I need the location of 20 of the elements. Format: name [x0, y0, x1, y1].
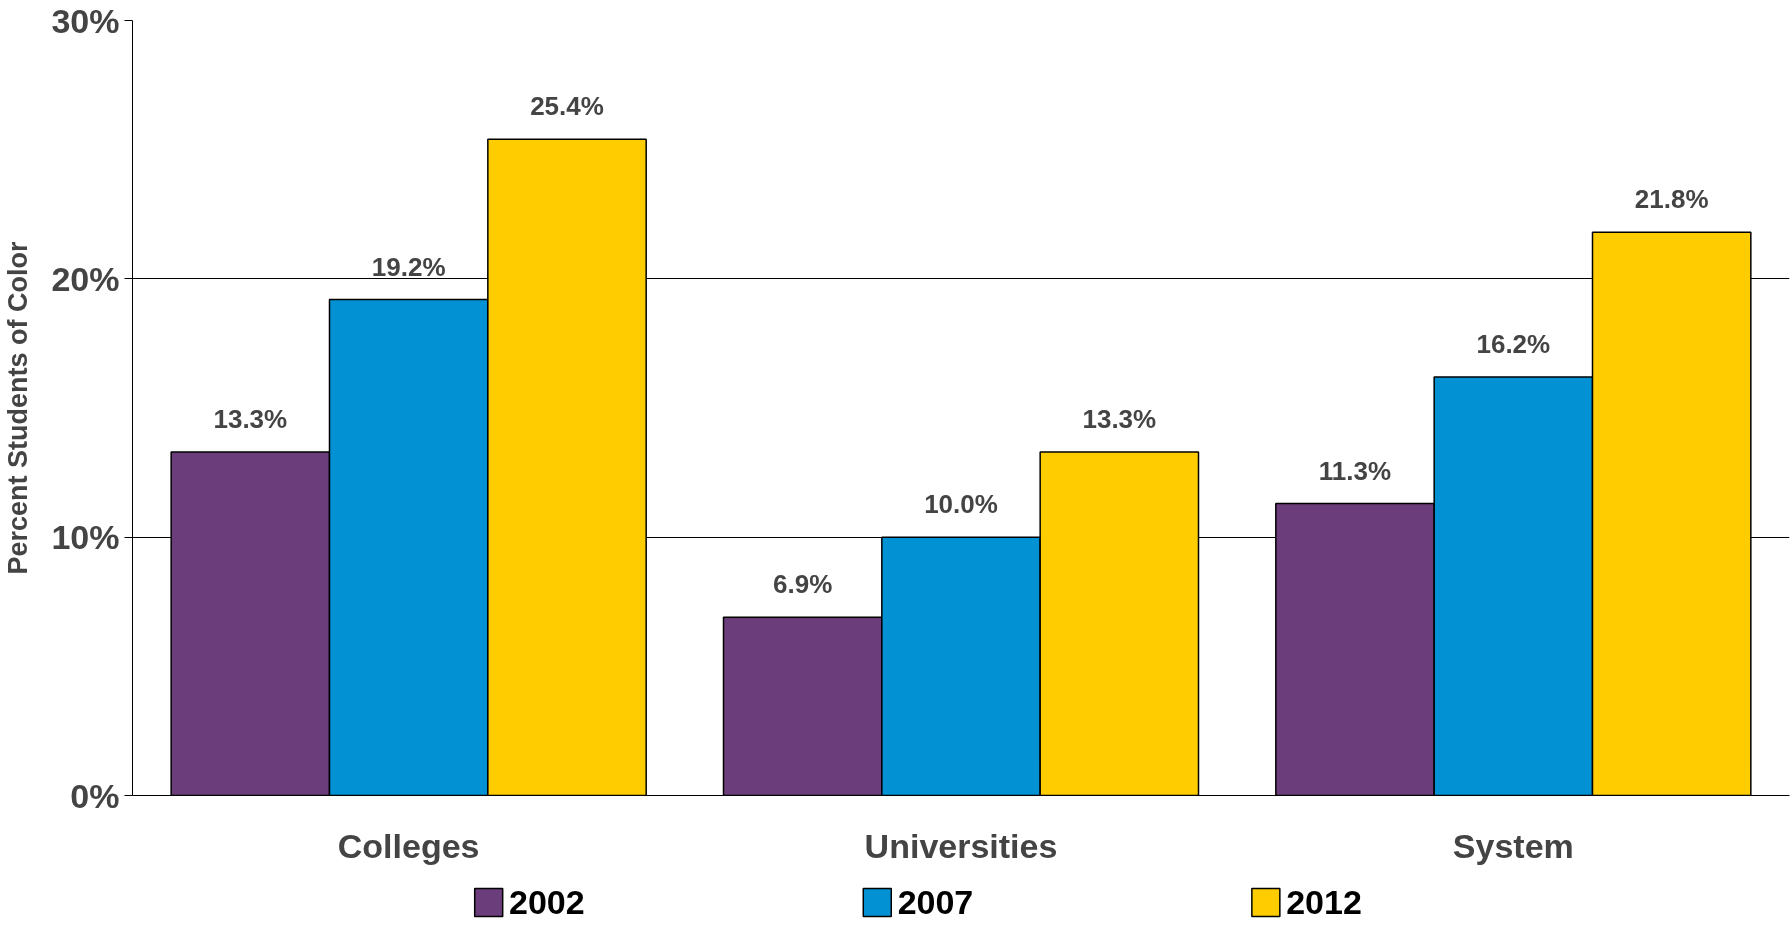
data-label: 25.4%: [530, 91, 604, 122]
y-tick-label: 20%: [51, 259, 120, 298]
y-tick-label: 30%: [51, 1, 120, 40]
data-label: 13.3%: [1082, 403, 1157, 434]
legend-label: 2007: [897, 883, 974, 921]
legend-label: 2002: [509, 883, 585, 921]
legend-label: 2012: [1286, 883, 1362, 921]
x-tick-label: Colleges: [337, 826, 480, 865]
data-label: 16.2%: [1476, 329, 1551, 359]
data-label: 10.0%: [924, 489, 998, 520]
data-label: 19.2%: [371, 251, 446, 282]
data-label: 21.8%: [1634, 184, 1709, 215]
data-label: 11.3%: [1318, 455, 1392, 486]
x-tick-label: System: [1452, 826, 1574, 865]
y-tick-label: 0%: [70, 776, 120, 815]
y-axis-title: Percent Students of Color: [3, 240, 34, 575]
y-tick-label: 10%: [51, 518, 120, 557]
data-label: 6.9%: [773, 569, 833, 600]
x-tick-label: Universities: [864, 826, 1058, 865]
data-label: 13.3%: [213, 403, 288, 434]
